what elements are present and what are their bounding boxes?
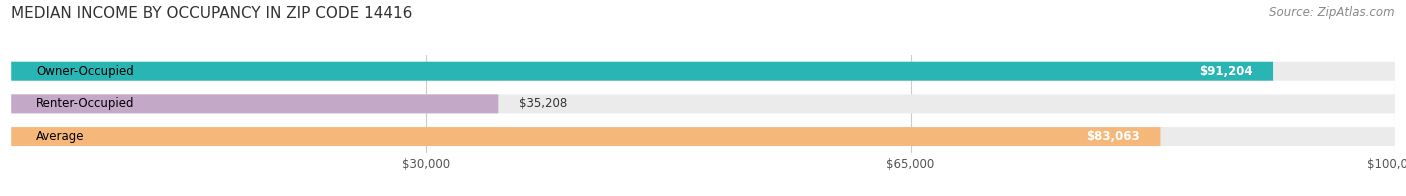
Text: MEDIAN INCOME BY OCCUPANCY IN ZIP CODE 14416: MEDIAN INCOME BY OCCUPANCY IN ZIP CODE 1… (11, 6, 412, 21)
FancyBboxPatch shape (11, 62, 1272, 81)
Text: $91,204: $91,204 (1199, 65, 1253, 78)
FancyBboxPatch shape (11, 94, 1395, 113)
FancyBboxPatch shape (11, 94, 498, 113)
Text: Source: ZipAtlas.com: Source: ZipAtlas.com (1270, 6, 1395, 19)
Text: Renter-Occupied: Renter-Occupied (37, 97, 135, 110)
FancyBboxPatch shape (11, 62, 1395, 81)
Text: $35,208: $35,208 (519, 97, 568, 110)
FancyBboxPatch shape (11, 127, 1160, 146)
Text: Average: Average (37, 130, 84, 143)
Text: Owner-Occupied: Owner-Occupied (37, 65, 134, 78)
Text: $83,063: $83,063 (1085, 130, 1140, 143)
FancyBboxPatch shape (11, 127, 1395, 146)
